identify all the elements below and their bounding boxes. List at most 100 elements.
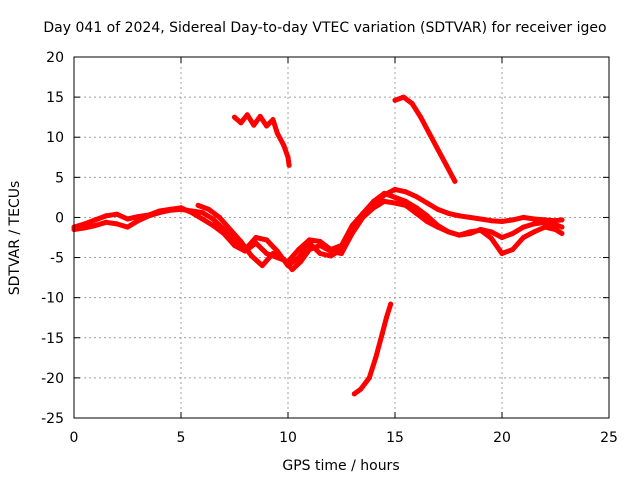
data-point [403,189,409,195]
x-tick-label: 20 [493,430,511,446]
data-point [206,206,212,212]
data-point [125,224,130,230]
data-point [478,216,484,222]
data-point [349,231,355,236]
data-point [379,331,385,337]
data-point [360,214,366,220]
data-point [531,221,537,227]
data-point [413,194,419,200]
x-axis-title: GPS time / hours [282,458,399,474]
data-point [553,227,558,232]
data-point [409,101,415,106]
data-point [125,216,130,222]
data-point [199,216,205,222]
data-point [114,211,120,217]
data-point [253,235,259,240]
data-point [446,229,451,235]
data-point [249,253,255,259]
y-axis-title: SDTVAR / TECUs [7,181,23,296]
data-point [392,186,398,192]
data-point [371,205,377,211]
data-point [296,247,302,252]
data-point [195,202,201,208]
data-point [238,239,244,244]
data-point [264,123,270,129]
x-tick-label: 0 [70,430,79,446]
data-point [413,205,419,211]
data-point [392,194,398,200]
data-point [232,114,237,120]
data-point [381,198,387,204]
x-axis: 0 5 10 15 20 25 [70,57,618,446]
data-point [92,217,98,223]
data-point [210,216,216,222]
data-point [146,213,152,219]
data-point [510,231,516,236]
data-point [339,251,344,256]
data-point [135,218,141,224]
y-tick-label: -15 [41,331,64,347]
y-tick-label: 10 [46,130,64,146]
data-point [289,267,295,273]
x-tick-label: 25 [600,430,618,446]
data-point [281,142,287,148]
data-point [542,219,548,225]
data-point [358,386,364,392]
series-segment-b [392,94,458,184]
data-point [388,301,394,307]
data-point [510,217,516,223]
data-point [281,256,287,262]
data-point [328,248,334,254]
data-point [257,113,263,119]
data-point [499,235,505,240]
data-point [452,178,458,184]
data-point [82,225,88,231]
data-point [424,213,430,219]
data-point [467,214,473,220]
data-point [210,223,216,228]
data-point [259,263,265,269]
data-point [199,210,205,216]
data-point [383,315,389,321]
x-tick-label: 15 [386,430,404,446]
data-point [418,114,424,120]
data-point [298,259,304,265]
data-point [317,239,323,244]
data-point [244,112,250,118]
data-point [306,247,312,252]
data-point [317,243,323,248]
x-tick-label: 10 [279,430,297,446]
data-point [317,251,323,256]
data-point [424,219,430,224]
data-point [217,214,222,220]
data-point [520,224,526,230]
data-point [435,206,441,212]
data-point [559,217,565,223]
data-point [189,208,195,214]
chart-title: Day 041 of 2024, Sidereal Day-to-day VTE… [43,20,606,36]
data-point [499,251,505,256]
data-point [424,200,430,206]
data-point [270,117,276,123]
data-point [488,235,494,241]
data-point [478,227,484,233]
data-point [520,235,526,240]
y-tick-label: 5 [55,170,64,186]
data-point [351,391,357,397]
data-point [392,200,398,206]
data-point [366,375,372,381]
data-point [103,213,109,219]
y-tick-label: -5 [50,251,64,267]
data-point [114,221,120,227]
data-point [443,162,449,168]
data-point [157,210,163,216]
data-point [238,120,244,126]
data-point [286,162,292,168]
data-point [401,94,407,100]
data-point [371,198,377,204]
data-point [285,154,291,160]
data-point [488,218,494,224]
data-point [270,251,276,256]
y-tick-label: -20 [41,371,64,387]
data-point [221,227,227,232]
